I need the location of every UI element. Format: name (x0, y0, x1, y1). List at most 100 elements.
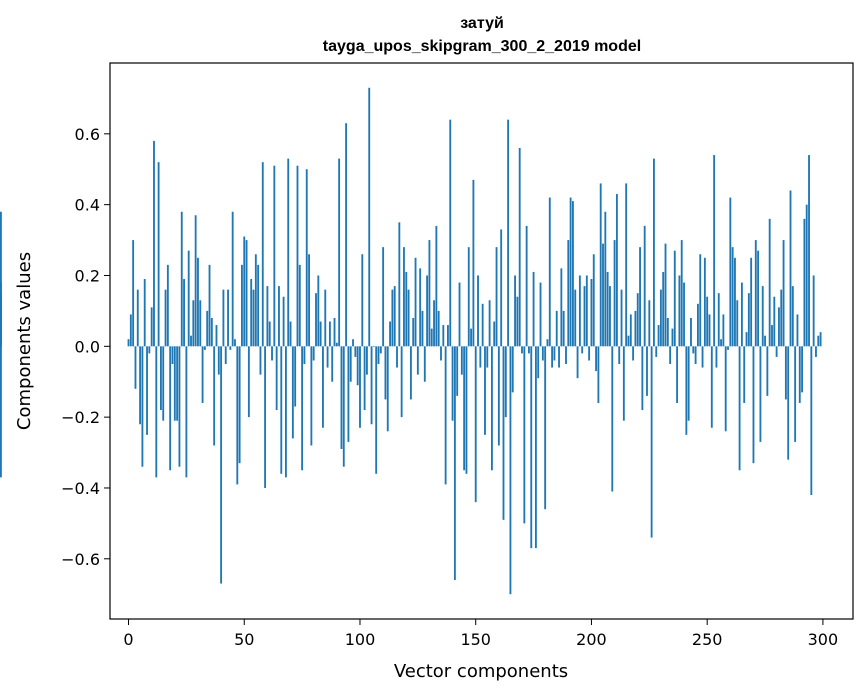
x-tick-label: 200 (576, 630, 607, 649)
bar (615, 194, 618, 347)
bar (430, 328, 433, 347)
bar (470, 328, 473, 347)
bar (810, 346, 813, 496)
bar (194, 215, 197, 347)
bar (560, 268, 563, 347)
bar (347, 346, 350, 442)
bar (727, 346, 729, 350)
plot-frame (109, 62, 854, 620)
bar (639, 247, 641, 347)
bar (782, 240, 785, 347)
bar (127, 339, 130, 347)
bar (217, 346, 220, 375)
bar (197, 257, 199, 347)
bar (389, 321, 391, 347)
bar (284, 346, 287, 478)
y-tick-label: 0.6 (75, 125, 100, 144)
bar (690, 317, 692, 347)
bar (132, 240, 135, 347)
bar (324, 289, 327, 347)
bar (613, 240, 616, 347)
bar (289, 321, 292, 347)
bar (157, 162, 160, 347)
bar (416, 346, 419, 375)
y-tick-label: 0.4 (75, 196, 100, 215)
bar (298, 264, 301, 347)
bar (778, 307, 780, 347)
bar (576, 346, 579, 379)
bar (720, 339, 722, 347)
bar (206, 310, 209, 347)
bar (421, 310, 424, 347)
bar (310, 346, 313, 446)
bar (266, 286, 269, 347)
bar (150, 307, 153, 347)
bar (303, 346, 306, 365)
bar (713, 155, 716, 347)
bar (134, 346, 137, 389)
bar (477, 275, 479, 347)
bar (717, 293, 720, 347)
bar (409, 346, 412, 400)
bar (354, 346, 357, 357)
bar (521, 346, 523, 354)
y-tick-label: 0.0 (75, 337, 100, 356)
bar (190, 335, 192, 347)
bar (148, 346, 151, 354)
bar (625, 183, 628, 347)
bar (372, 346, 375, 347)
bar (481, 303, 484, 347)
bar (0, 346, 2, 478)
bar (523, 346, 526, 524)
bar (699, 254, 702, 347)
bar (465, 346, 468, 474)
bar (812, 275, 815, 347)
bar (551, 346, 554, 368)
chart-subtitle: tayga_upos_skipgram_300_2_2019 model (323, 38, 641, 55)
bar (710, 346, 713, 428)
bar (488, 300, 491, 347)
bar (676, 346, 679, 403)
bar (685, 346, 688, 435)
bar (754, 240, 757, 347)
bar (534, 346, 537, 549)
bar (671, 328, 674, 347)
bar (703, 257, 706, 347)
x-tick-label: 100 (345, 630, 376, 649)
bar (497, 346, 500, 446)
bar (278, 286, 280, 347)
bar (375, 346, 378, 474)
bar (328, 321, 331, 347)
bar (500, 229, 503, 347)
bar (738, 346, 741, 471)
bar (546, 339, 549, 347)
bar (273, 165, 276, 347)
bar (187, 250, 190, 347)
chart-title: затуй (460, 15, 504, 32)
bar (259, 346, 262, 375)
bar (803, 218, 806, 347)
bar (250, 279, 253, 347)
bar (442, 325, 445, 347)
bar (257, 264, 260, 347)
x-tick-label: 150 (460, 630, 491, 649)
bar (558, 346, 560, 368)
bar (264, 346, 267, 488)
bar (511, 346, 514, 393)
bar (611, 346, 614, 492)
bar (569, 197, 572, 347)
x-tick-label: 0 (123, 630, 133, 649)
bar (349, 346, 352, 382)
bar (801, 346, 803, 393)
bar (731, 247, 734, 347)
bar (370, 346, 373, 425)
bar (315, 293, 317, 347)
bar (199, 300, 202, 347)
bar (129, 314, 132, 347)
bar (282, 296, 285, 347)
bar (192, 300, 195, 347)
bar (136, 289, 139, 347)
bar (472, 179, 475, 347)
bar (495, 247, 498, 347)
bar (775, 346, 778, 357)
